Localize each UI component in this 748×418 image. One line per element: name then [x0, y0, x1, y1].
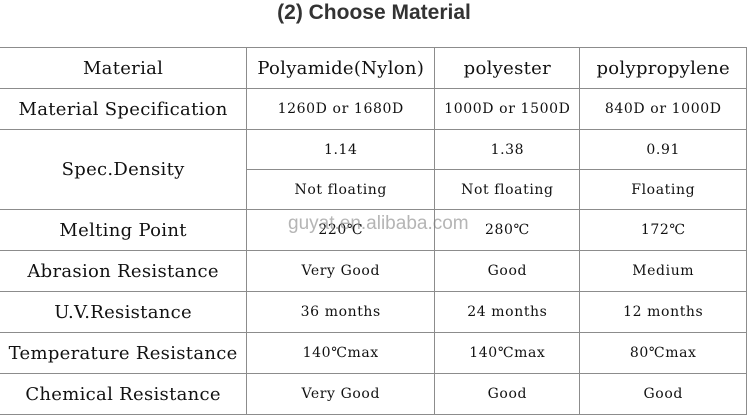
row-label-melting: Melting Point: [0, 209, 248, 251]
cell-temperature-polypropylene: 80℃max: [579, 332, 747, 374]
header-nylon: Polyamide(Nylon): [246, 47, 436, 89]
row-label-uv: U.V.Resistance: [0, 291, 248, 333]
cell-spec-nylon: 1260D or 1680D: [246, 88, 436, 130]
table-row-density: Spec.Density 1.14 1.38 0.91: [0, 129, 747, 210]
table-row-melting: Melting Point 220℃ 280℃ 172℃: [0, 209, 747, 251]
table-row-uv: U.V.Resistance 36 months 24 months 12 mo…: [0, 291, 747, 333]
cell-melting-polyester: 280℃: [434, 209, 581, 251]
table-row-temperature: Temperature Resistance 140℃max 140℃max 8…: [0, 332, 747, 374]
header-polyester: polyester: [434, 47, 581, 89]
table-row-header: Material Polyamide(Nylon) polyester poly…: [0, 47, 747, 89]
row-label-specification: Material Specification: [0, 88, 248, 130]
table-row-chemical: Chemical Resistance Very Good Good Good: [0, 373, 747, 415]
header-material-label: Material: [0, 47, 248, 89]
header-polypropylene: polypropylene: [579, 47, 747, 89]
cell-density-polyester: 1.38: [434, 129, 581, 170]
cell-uv-nylon: 36 months: [246, 291, 436, 333]
cell-temperature-polyester: 140℃max: [434, 332, 581, 374]
cell-abrasion-polyester: Good: [434, 250, 581, 292]
cell-floating-polypropylene: Floating: [579, 169, 747, 210]
table-row-floating: Not floating Not floating Floating: [0, 169, 747, 210]
cell-melting-nylon: 220℃: [246, 209, 436, 251]
cell-floating-polyester: Not floating: [434, 169, 581, 210]
row-label-density: Spec.Density: [0, 129, 248, 210]
cell-uv-polyester: 24 months: [434, 291, 581, 333]
cell-chemical-polypropylene: Good: [579, 373, 747, 415]
row-label-chemical: Chemical Resistance: [0, 373, 248, 415]
cell-temperature-nylon: 140℃max: [246, 332, 436, 374]
cell-chemical-nylon: Very Good: [246, 373, 436, 415]
cell-floating-nylon: Not floating: [246, 169, 436, 210]
material-comparison-table: Material Polyamide(Nylon) polyester poly…: [0, 47, 747, 415]
cell-chemical-polyester: Good: [434, 373, 581, 415]
cell-uv-polypropylene: 12 months: [579, 291, 747, 333]
row-label-temperature: Temperature Resistance: [0, 332, 248, 374]
table-row-specification: Material Specification 1260D or 1680D 10…: [0, 88, 747, 130]
section-title: (2) Choose Material: [277, 1, 471, 24]
cell-spec-polypropylene: 840D or 1000D: [579, 88, 747, 130]
cell-density-nylon: 1.14: [246, 129, 436, 170]
cell-abrasion-polypropylene: Medium: [579, 250, 747, 292]
cell-melting-polypropylene: 172℃: [579, 209, 747, 251]
row-label-abrasion: Abrasion Resistance: [0, 250, 248, 292]
cell-density-polypropylene: 0.91: [579, 129, 747, 170]
table-row-abrasion: Abrasion Resistance Very Good Good Mediu…: [0, 250, 747, 292]
cell-spec-polyester: 1000D or 1500D: [434, 88, 581, 130]
cell-abrasion-nylon: Very Good: [246, 250, 436, 292]
